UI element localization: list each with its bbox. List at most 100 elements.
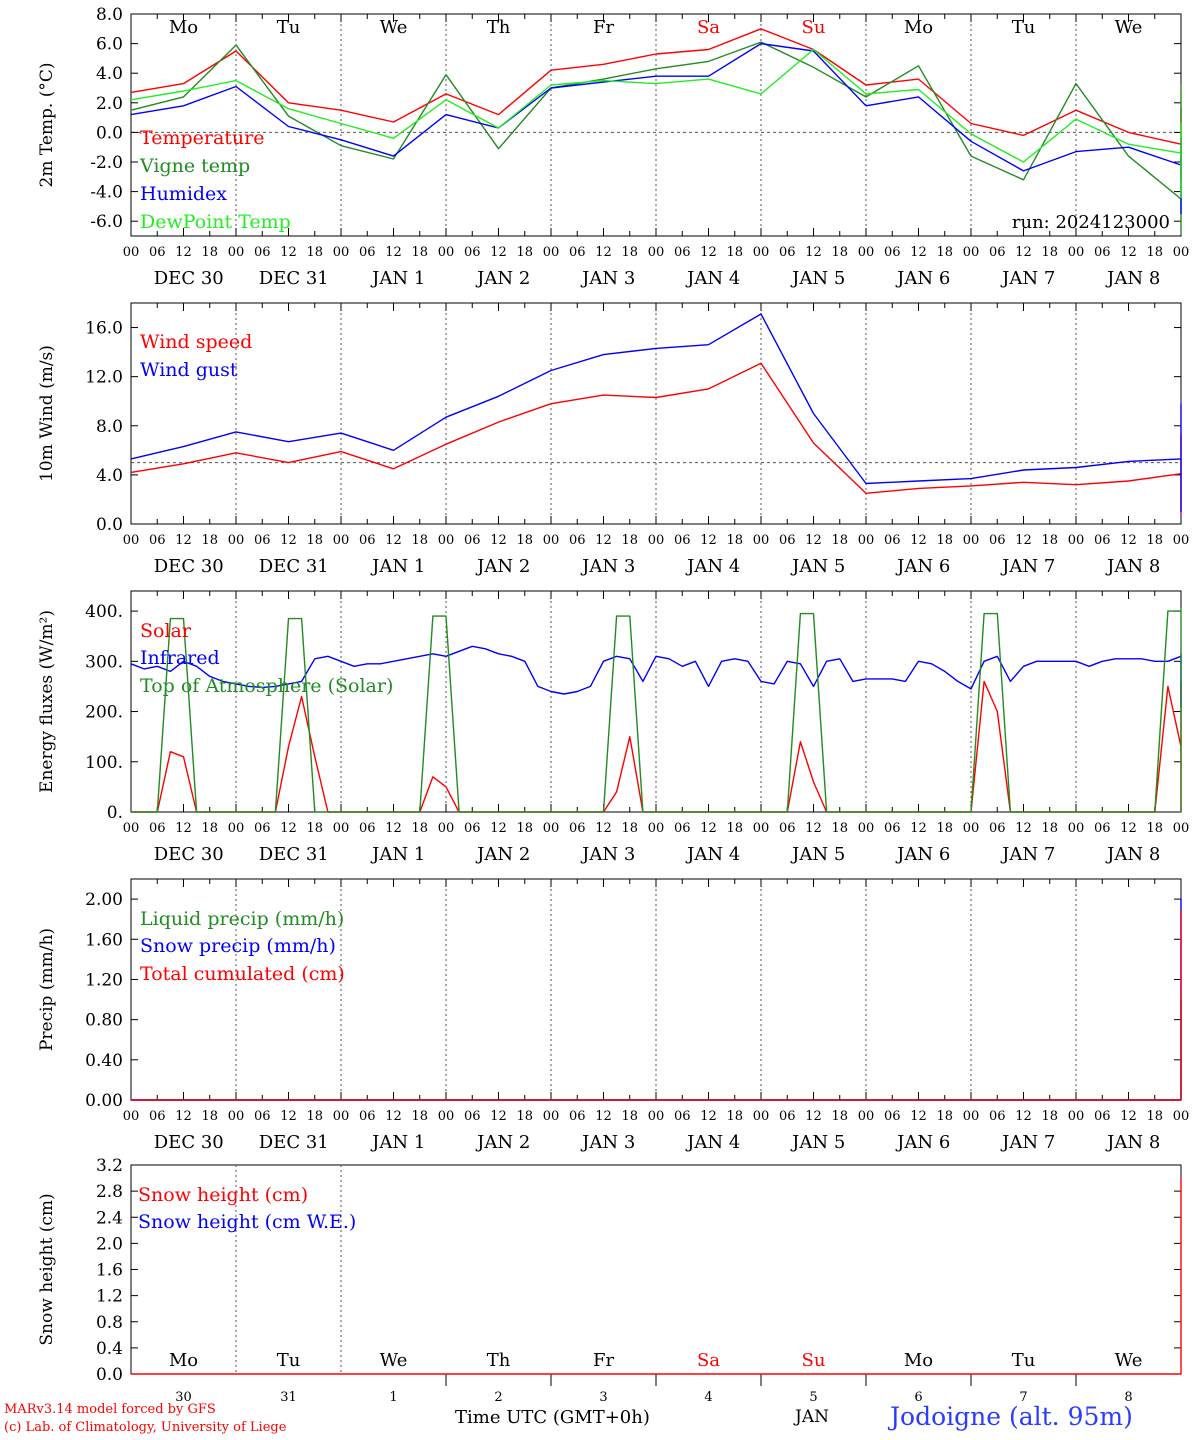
hour-tick-label: 18 (726, 1109, 743, 1124)
hour-tick-label: 12 (805, 1109, 822, 1124)
hour-tick-label: 00 (963, 1109, 980, 1124)
y-axis-label: 10m Wind (m/s) (37, 345, 57, 482)
hour-tick-label: 00 (543, 533, 560, 548)
hour-tick-label: 12 (1015, 1109, 1032, 1124)
hour-tick-label: 06 (674, 533, 691, 548)
hour-tick-label: 18 (411, 245, 428, 260)
hour-tick-label: 00 (1068, 821, 1085, 836)
day-number-label: 2 (494, 1390, 502, 1405)
hour-tick-label: 12 (490, 821, 507, 836)
hour-tick-label: 00 (648, 533, 665, 548)
weekday-label: Th (487, 17, 511, 38)
y-tick-label: 2.8 (96, 1182, 123, 1202)
date-label: JAN 7 (1000, 268, 1055, 289)
legend-entry: Liquid precip (mm/h) (140, 908, 344, 930)
hour-tick-label: 06 (1094, 533, 1111, 548)
hour-tick-label: 00 (858, 245, 875, 260)
date-label: JAN 1 (370, 1132, 425, 1153)
hour-tick-label: 06 (674, 1109, 691, 1124)
date-label: JAN 8 (1105, 268, 1160, 289)
y-axis-label: Snow height (cm) (37, 1193, 57, 1345)
weekday-label: Mo (169, 17, 198, 38)
legend-entry: Humidex (140, 183, 227, 205)
y-tick-label: 400. (85, 602, 123, 622)
date-label: JAN 5 (790, 844, 845, 865)
hour-tick-label: 12 (805, 821, 822, 836)
hour-tick-label: 12 (175, 821, 192, 836)
hour-tick-label: 06 (464, 245, 481, 260)
run-label: run: 2024123000 (1012, 212, 1170, 233)
hour-tick-label: 00 (543, 821, 560, 836)
hour-tick-label: 00 (543, 245, 560, 260)
hour-tick-label: 12 (910, 1109, 927, 1124)
date-label: JAN 3 (580, 1132, 635, 1153)
weekday-label: Tu (1012, 1350, 1036, 1371)
hour-tick-label: 06 (674, 821, 691, 836)
weekday-label: Th (487, 1350, 511, 1371)
hour-tick-label: 18 (306, 821, 323, 836)
date-label: JAN 4 (685, 268, 740, 289)
hour-tick-label: 00 (1173, 1109, 1190, 1124)
hour-tick-label: 12 (805, 245, 822, 260)
hour-tick-label: 00 (228, 1109, 245, 1124)
weekday-label: Tu (1012, 17, 1036, 38)
legend-entry: Snow precip (mm/h) (140, 935, 336, 957)
hour-tick-label: 18 (201, 533, 218, 548)
hour-tick-label: 06 (1094, 1109, 1111, 1124)
hour-tick-label: 00 (858, 1109, 875, 1124)
hour-tick-label: 12 (700, 533, 717, 548)
hour-tick-label: 06 (884, 533, 901, 548)
legend-entry: Wind gust (140, 359, 238, 381)
hour-tick-label: 06 (359, 821, 376, 836)
hour-tick-label: 12 (175, 1109, 192, 1124)
y-axis-label: Precip (mm/h) (37, 928, 57, 1051)
weekday-label: Sa (697, 1350, 720, 1371)
hour-tick-label: 06 (464, 1109, 481, 1124)
day-number-label: 4 (704, 1390, 712, 1405)
day-number-label: 31 (280, 1390, 297, 1405)
weekday-label: Tu (277, 1350, 301, 1371)
weekday-label: Mo (904, 17, 933, 38)
y-tick-label: 0.8 (96, 1313, 123, 1333)
y-tick-label: 16.0 (85, 319, 123, 339)
y-tick-label: -2.0 (90, 153, 123, 173)
hour-tick-label: 18 (201, 245, 218, 260)
hour-tick-label: 18 (1041, 821, 1058, 836)
y-tick-label: 0.0 (96, 1365, 123, 1385)
hour-tick-label: 00 (333, 1109, 350, 1124)
legend-entry: DewPoint Temp (140, 211, 291, 233)
date-label: JAN 2 (475, 1132, 530, 1153)
month-label: JAN (795, 1407, 829, 1427)
y-tick-label: 0.40 (85, 1051, 123, 1071)
y-tick-label: 8.0 (96, 417, 123, 437)
hour-tick-label: 18 (411, 533, 428, 548)
hour-tick-label: 00 (333, 533, 350, 548)
legend-entry: Temperature (140, 127, 264, 149)
date-label: JAN 4 (685, 844, 740, 865)
hour-tick-label: 06 (884, 1109, 901, 1124)
hour-tick-label: 06 (989, 533, 1006, 548)
y-tick-label: 0.0 (96, 515, 123, 535)
date-label: DEC 31 (259, 268, 329, 289)
hour-tick-label: 12 (490, 245, 507, 260)
hour-tick-label: 12 (1015, 245, 1032, 260)
weekday-label: We (380, 17, 408, 38)
hour-tick-label: 00 (648, 1109, 665, 1124)
weekday-label: We (1115, 1350, 1143, 1371)
weekday-label: Fr (593, 17, 614, 38)
hour-tick-label: 18 (1146, 1109, 1163, 1124)
hour-tick-label: 18 (726, 533, 743, 548)
y-tick-label: 2.4 (96, 1208, 123, 1228)
hour-tick-label: 06 (779, 821, 796, 836)
hour-tick-label: 06 (149, 245, 166, 260)
y-tick-label: 4.0 (96, 64, 123, 84)
hour-tick-label: 18 (411, 821, 428, 836)
y-tick-label: 0.00 (85, 1091, 123, 1111)
y-tick-label: 12.0 (85, 368, 123, 388)
hour-tick-label: 06 (569, 245, 586, 260)
hour-tick-label: 00 (228, 245, 245, 260)
y-tick-label: 1.2 (96, 1287, 123, 1307)
hour-tick-label: 12 (280, 821, 297, 836)
model-credit-line2: (c) Lab. of Climatology, University of L… (4, 1420, 287, 1435)
date-label: DEC 30 (154, 1132, 224, 1153)
